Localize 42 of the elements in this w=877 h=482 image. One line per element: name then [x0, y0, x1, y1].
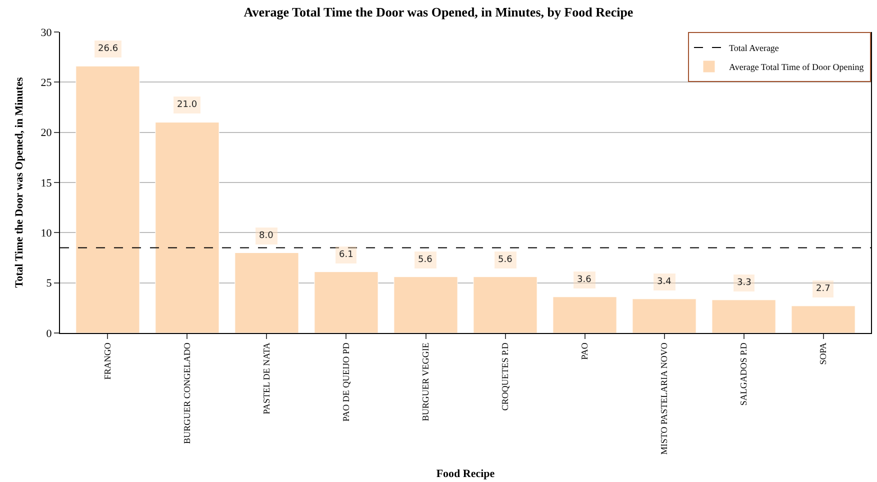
- bar: [394, 276, 458, 333]
- text: 5.6: [418, 255, 432, 265]
- text: 3.6: [577, 275, 592, 285]
- text: 3.3: [737, 278, 752, 288]
- x-tick-label: PAO: [580, 342, 590, 360]
- x-tick-label: MISTO PASTELARIA NOVO: [659, 342, 670, 455]
- chart-title: Average Total Time the Door was Opened, in Minutes, by Food Recipe: [244, 4, 634, 20]
- x-tick-label: SOPA: [818, 342, 828, 365]
- x-tick-label: PASTEL DE NATA: [262, 342, 272, 414]
- bar: [473, 276, 538, 333]
- y-tick-label: 25: [40, 77, 52, 90]
- bar: [234, 252, 299, 333]
- bar: [155, 122, 220, 333]
- text: 21.0: [177, 100, 198, 110]
- bar: [791, 306, 856, 333]
- x-tick-label: PAO DE QUEIJO PD: [341, 342, 352, 422]
- bar: [632, 298, 696, 333]
- x-tick-label: CROQUETES P.D: [500, 342, 510, 411]
- x-axis-title: Food Recipe: [436, 468, 495, 480]
- text: 2.7: [816, 284, 830, 294]
- x-tick-label: SALGADOS P.D: [738, 342, 749, 406]
- text: 5.6: [498, 255, 512, 265]
- y-tick-label: 10: [40, 228, 52, 240]
- text: 8.0: [259, 231, 274, 241]
- y-tick-label: 30: [40, 26, 52, 39]
- legend-label: Total Average: [729, 43, 779, 54]
- x-tick-label: FRANGO: [102, 342, 113, 380]
- text: 3.4: [657, 277, 672, 287]
- x-tick-label: BURGUER VEGGIE: [420, 342, 431, 422]
- y-tick-label: 20: [40, 127, 52, 140]
- text: 6.1: [339, 250, 354, 260]
- text: 26.6: [98, 44, 118, 54]
- bar: [552, 296, 617, 333]
- y-axis-title: Total Time the Door was Opened, in Minutes: [13, 76, 26, 288]
- bar: [712, 300, 776, 333]
- y-tick-label: 5: [46, 278, 52, 290]
- x-tick-label: BURGUER CONGELADO: [182, 342, 192, 444]
- legend-label: Average Total Time of Door Opening: [729, 62, 864, 72]
- y-tick-label: 15: [40, 177, 52, 190]
- y-tick-label: 0: [46, 328, 52, 340]
- bar: [76, 66, 140, 333]
- bar: [314, 272, 378, 333]
